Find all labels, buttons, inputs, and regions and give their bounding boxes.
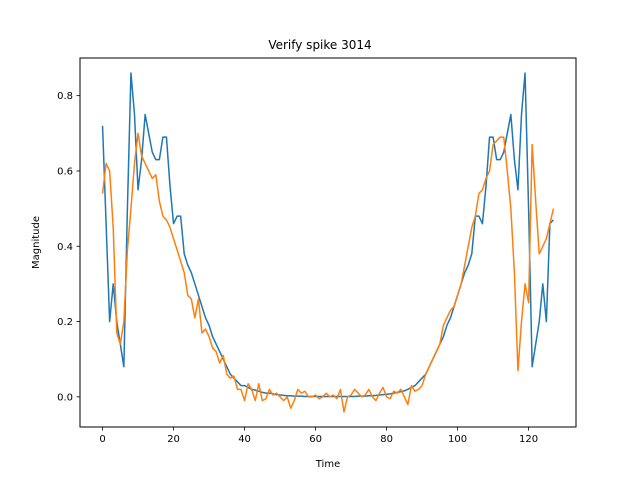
x-tick-label: 0 (99, 434, 105, 445)
x-tick-label: 120 (519, 434, 538, 445)
x-axis-label: Time (315, 459, 340, 470)
x-tick-label: 60 (309, 434, 322, 445)
y-tick-label: 0.6 (57, 166, 73, 177)
x-tick-label: 40 (238, 434, 251, 445)
plot-frame (79, 57, 577, 428)
y-tick-label: 0.8 (57, 91, 73, 102)
y-axis-label: Magnitude (31, 216, 42, 269)
x-tick-label: 20 (167, 434, 180, 445)
y-tick-label: 0.2 (57, 317, 73, 328)
series-layer (101, 72, 555, 413)
chart-title: Verify spike 3014 (268, 38, 371, 52)
x-axis: 0 20 40 60 80 100 120 (99, 427, 538, 445)
x-tick-label: 80 (380, 434, 393, 445)
x-tick-label: 100 (448, 434, 467, 445)
series-line-1 (101, 72, 554, 398)
y-axis: 0.0 0.2 0.4 0.6 0.8 (57, 91, 80, 403)
y-tick-label: 0.4 (57, 242, 73, 253)
series-line-2 (101, 132, 555, 413)
y-tick-label: 0.0 (57, 392, 73, 403)
